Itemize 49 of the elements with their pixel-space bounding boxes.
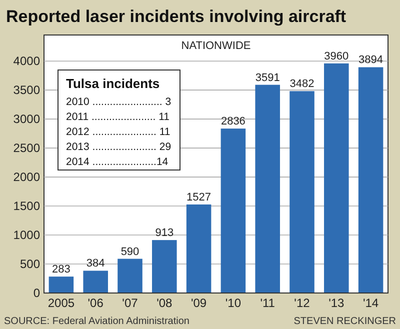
bar — [358, 67, 384, 293]
annotation: 2010 ........................ 3 — [66, 96, 172, 108]
y-tick-label: 4000 — [13, 54, 40, 68]
x-tick-label: '12 — [294, 296, 310, 310]
x-tick-label: '08 — [156, 296, 173, 310]
bar — [290, 91, 314, 293]
bar — [220, 128, 246, 293]
x-tick-label: 2005 — [48, 296, 75, 310]
data-label: 3960 — [324, 50, 349, 62]
source-note: SOURCE: Federal Aviation Administration — [4, 316, 190, 327]
text: STEVEN RECKINGER — [294, 316, 396, 327]
bar — [48, 276, 74, 293]
data-label: 3482 — [290, 78, 314, 90]
annotation: Tulsa incidents — [66, 76, 160, 91]
data-label: 384 — [86, 258, 105, 270]
y-tick-label: 3500 — [13, 83, 40, 98]
annotation: 2012 ...................... 11 — [66, 126, 170, 138]
annotation: 2013 ...................... 29 — [66, 141, 172, 153]
y-tick-label: 3000 — [13, 112, 40, 126]
y-tick-label: 2500 — [13, 141, 40, 156]
bar — [83, 270, 108, 293]
y-tick-label: 1500 — [13, 199, 40, 214]
text: NATIONWIDE — [181, 40, 251, 52]
data-label: 1527 — [186, 191, 212, 204]
bar — [118, 258, 142, 293]
x-tick-label: '07 — [122, 296, 138, 310]
annotation: 2011 ...................... 11 — [66, 111, 170, 123]
x-tick-label: '14 — [362, 296, 379, 310]
data-label: 3894 — [358, 54, 384, 66]
y-tick-label: 2000 — [13, 170, 40, 184]
chart-title: Reported laser incidents involving aircraft — [6, 7, 346, 26]
data-label: 3591 — [255, 72, 280, 84]
data-label: 2836 — [220, 116, 246, 128]
annotation: 2014 ......................14 — [66, 156, 168, 168]
bar — [152, 240, 177, 293]
bar — [324, 63, 349, 293]
data-label: 913 — [155, 227, 174, 240]
data-label: 283 — [52, 264, 70, 276]
x-tick-label: '10 — [225, 296, 242, 310]
bar — [255, 84, 280, 293]
data-label: 590 — [120, 246, 140, 258]
x-tick-label: '11 — [260, 296, 276, 310]
x-tick-label: '13 — [328, 296, 345, 310]
x-tick-label: '09 — [190, 296, 207, 310]
y-tick-label: 500 — [20, 257, 40, 272]
y-tick-label: 1000 — [13, 228, 40, 242]
x-tick-label: '06 — [88, 296, 104, 310]
bar — [186, 204, 212, 293]
y-tick-label: 0 — [33, 286, 40, 300]
